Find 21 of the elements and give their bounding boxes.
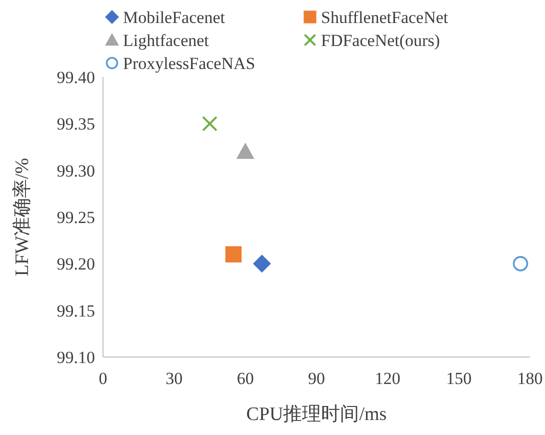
x-tick-label: 90 bbox=[308, 369, 325, 388]
y-tick-label: 99.20 bbox=[56, 254, 95, 274]
legend-label: Lightfacenet bbox=[123, 31, 210, 50]
legend-label: ProxylessFaceNAS bbox=[123, 54, 256, 73]
y-tick-label: 99.15 bbox=[56, 301, 95, 320]
y-tick-label: 99.30 bbox=[56, 161, 95, 180]
x-tick-label: 0 bbox=[98, 369, 108, 388]
legend-label: FDFaceNet(ours) bbox=[321, 31, 440, 50]
x-tick-label: 30 bbox=[166, 369, 183, 388]
x-tick-label: 120 bbox=[374, 369, 400, 388]
y-tick-label: 99.25 bbox=[56, 208, 95, 227]
y-tick-label: 99.35 bbox=[56, 114, 95, 134]
x-tick-label: 150 bbox=[446, 369, 472, 388]
y-axis-title: LFW准确率/% bbox=[11, 158, 33, 276]
legend-label: ShufflenetFaceNet bbox=[321, 8, 448, 27]
x-axis-title: CPU推理时间/ms bbox=[246, 404, 387, 425]
x-tick-label: 60 bbox=[236, 369, 254, 388]
x-tick-label: 180 bbox=[517, 369, 543, 388]
legend-label: MobileFacenet bbox=[123, 8, 226, 27]
y-tick-label: 99.40 bbox=[56, 68, 95, 87]
y-tick-label: 99.10 bbox=[56, 348, 95, 367]
